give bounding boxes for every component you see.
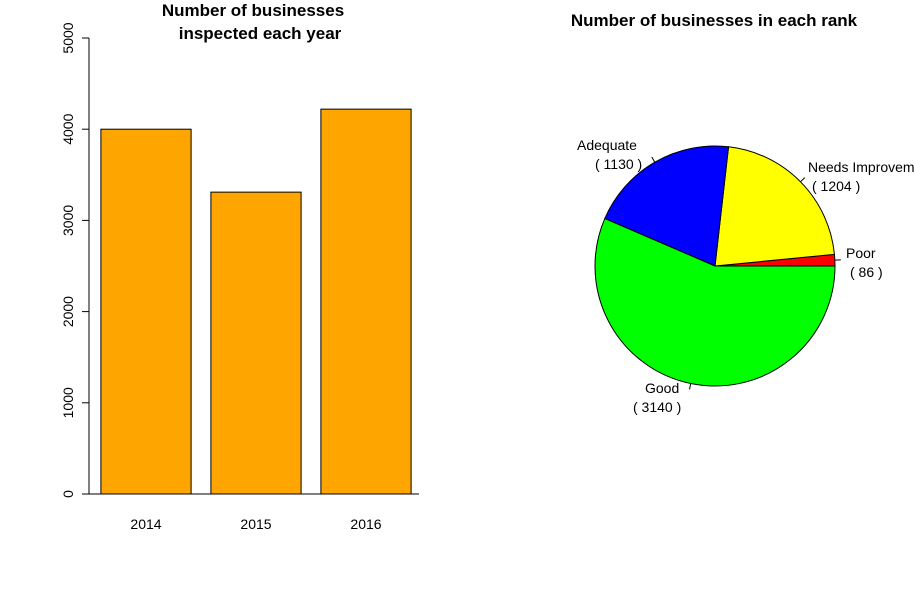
pie-chart: Number of businesses in each rank Poor ( …	[571, 11, 915, 415]
y-tick-label: 5000	[60, 22, 76, 53]
pie-label-leader	[651, 156, 656, 163]
x-tick-label: 2016	[350, 516, 381, 532]
y-tick-label: 0	[60, 490, 76, 498]
pie-label-count: ( 1130 )	[595, 156, 642, 172]
pie-slice-good	[594, 217, 836, 387]
pie-slices	[594, 145, 836, 387]
pie-label-leader	[800, 177, 806, 183]
x-axis-labels: 2014 2015 2016	[130, 516, 381, 532]
pie-label-name: Poor	[846, 245, 876, 261]
pie-label-name: Adequate	[577, 137, 637, 153]
y-tick-label: 3000	[60, 205, 76, 236]
y-tick-label: 1000	[60, 387, 76, 418]
pie-label-count: ( 86 )	[850, 264, 883, 280]
bar-chart: Number of businesses inspected each year…	[60, 1, 419, 532]
pie-label-name: Needs Improvement	[808, 159, 915, 175]
bar-chart-title-line-2: inspected each year	[179, 24, 342, 43]
bar-2015	[210, 191, 302, 495]
x-tick-label: 2014	[130, 516, 161, 532]
y-tick-label: 2000	[60, 296, 76, 327]
pie-slice-adequate	[604, 145, 730, 267]
pie-label-leader	[689, 383, 692, 390]
pie-label-count: ( 1204 )	[812, 178, 860, 194]
y-axis: 0 1000 2000 3000 4000 5000	[60, 22, 90, 498]
pie-labels: Poor ( 86 ) Needs Improvement ( 1204 ) Adequ…	[577, 137, 915, 415]
pie-label-name: Good	[645, 380, 679, 396]
x-tick-label: 2015	[240, 516, 271, 532]
bar-2016	[320, 108, 412, 495]
y-tick-label: 4000	[60, 113, 76, 144]
pie-label-count: ( 3140 )	[633, 399, 681, 415]
bar-2014	[100, 128, 192, 495]
bar-chart-title-line-1: Number of businesses	[162, 1, 344, 20]
bars	[89, 108, 419, 495]
pie-chart-title: Number of businesses in each rank	[571, 11, 858, 30]
